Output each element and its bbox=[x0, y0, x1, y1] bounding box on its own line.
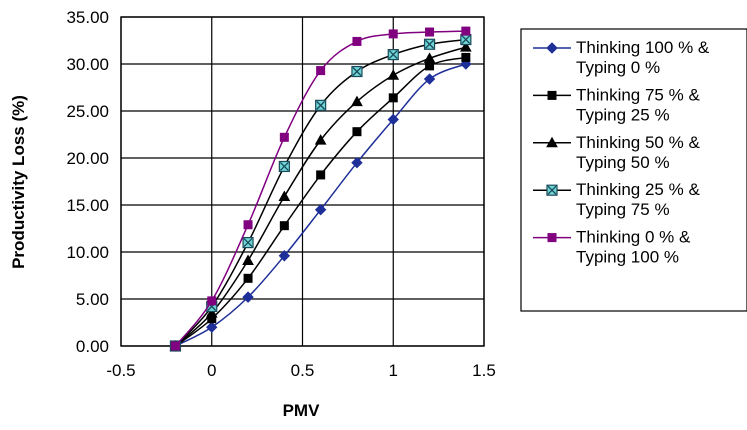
legend-label-line2: Typing 50 % bbox=[576, 153, 670, 172]
data-point bbox=[170, 341, 180, 351]
data-point bbox=[387, 69, 400, 80]
legend: Thinking 100 % &Typing 0 % Thinking 75 % … bbox=[520, 28, 747, 312]
y-tick-label: 35.00 bbox=[66, 8, 109, 27]
data-point bbox=[242, 237, 254, 249]
data-point bbox=[315, 99, 327, 111]
data-point bbox=[207, 296, 217, 306]
legend-marker bbox=[546, 42, 558, 54]
data-point bbox=[387, 48, 399, 61]
data-point bbox=[461, 52, 471, 62]
x-tick-label: 0 bbox=[207, 361, 216, 380]
series-1 bbox=[169, 58, 472, 352]
data-point bbox=[316, 170, 326, 180]
legend-label-line2: Typing 100 % bbox=[576, 248, 679, 267]
legend-label-line2: Typing 0 % bbox=[576, 58, 660, 77]
data-point bbox=[423, 73, 436, 85]
series-line bbox=[174, 46, 467, 347]
data-point bbox=[387, 113, 399, 126]
legend-label-line2: Typing 25 % bbox=[576, 105, 670, 124]
series-3 bbox=[169, 41, 472, 351]
legend-item: Thinking 75 % &Typing 25 % bbox=[533, 85, 700, 124]
data-point bbox=[351, 95, 363, 107]
legend-item: Thinking 0 % &Typing 100 % bbox=[533, 228, 691, 267]
x-tick-label: 1.5 bbox=[472, 361, 496, 380]
data-point bbox=[242, 254, 254, 265]
legend-label-line2: Typing 75 % bbox=[576, 200, 670, 219]
data-point bbox=[243, 220, 253, 230]
legend-item: Thinking 100 % &Typing 0 % bbox=[533, 38, 710, 77]
y-tick-label: 0.00 bbox=[76, 337, 109, 356]
data-point bbox=[460, 41, 472, 52]
y-tick-label: 20.00 bbox=[66, 149, 109, 168]
x-axis-title: PMV bbox=[283, 401, 321, 420]
data-point bbox=[243, 273, 253, 283]
legend-marker bbox=[546, 136, 558, 148]
legend-label-line1: Thinking 50 % & bbox=[576, 133, 700, 152]
data-point bbox=[351, 156, 363, 169]
data-point bbox=[425, 61, 435, 71]
legend-box bbox=[520, 28, 747, 312]
data-point bbox=[316, 66, 326, 76]
legend-label-line1: Thinking 0 % & bbox=[576, 228, 691, 247]
data-point bbox=[278, 250, 291, 262]
legend-item: Thinking 25 % &Typing 75 % bbox=[533, 180, 700, 219]
legend-label-line1: Thinking 75 % & bbox=[576, 85, 700, 104]
data-point bbox=[206, 321, 218, 333]
data-point bbox=[352, 127, 362, 137]
plot-area-border bbox=[120, 16, 485, 347]
data-point bbox=[314, 134, 327, 145]
series-5 bbox=[170, 26, 471, 351]
data-point bbox=[205, 307, 218, 318]
y-axis-title: Productivity Loss (%) bbox=[9, 95, 28, 269]
series-layer bbox=[169, 26, 472, 352]
axis-layer: -0.5 0 0.5 1 1.5 0.00 5.00 10.00 15.00 20.00 25.00… bbox=[66, 8, 495, 380]
x-tick-label: 0.5 bbox=[291, 361, 315, 380]
legend-marker bbox=[547, 90, 557, 100]
data-point bbox=[425, 27, 435, 37]
data-point bbox=[279, 221, 289, 231]
legend-item: Thinking 50 % &Typing 50 % bbox=[533, 133, 700, 172]
data-point bbox=[423, 52, 436, 63]
data-point bbox=[242, 291, 254, 303]
y-tick-label: 10.00 bbox=[66, 243, 109, 262]
data-point bbox=[352, 36, 362, 46]
data-point bbox=[314, 203, 327, 216]
y-tick-label: 25.00 bbox=[66, 102, 109, 121]
x-tick-label: 1 bbox=[389, 361, 398, 380]
data-point bbox=[460, 33, 472, 46]
y-tick-label: 15.00 bbox=[66, 196, 109, 215]
x-tick-label: -0.5 bbox=[106, 361, 135, 380]
series-line bbox=[174, 30, 466, 347]
legend-label-line1: Thinking 100 % & bbox=[576, 38, 710, 57]
data-point bbox=[279, 132, 289, 142]
legend-label-line1: Thinking 25 % & bbox=[576, 180, 700, 199]
legend-marker bbox=[546, 184, 558, 196]
data-point bbox=[388, 93, 398, 103]
data-point bbox=[423, 38, 436, 50]
data-point bbox=[461, 26, 471, 36]
y-tick-label: 5.00 bbox=[76, 290, 109, 309]
data-point bbox=[278, 160, 290, 173]
y-tick-label: 30.00 bbox=[66, 55, 109, 74]
data-point bbox=[351, 65, 363, 78]
legend-marker bbox=[547, 233, 557, 243]
data-point bbox=[278, 190, 291, 202]
series-4 bbox=[169, 33, 472, 352]
data-point bbox=[388, 29, 398, 39]
